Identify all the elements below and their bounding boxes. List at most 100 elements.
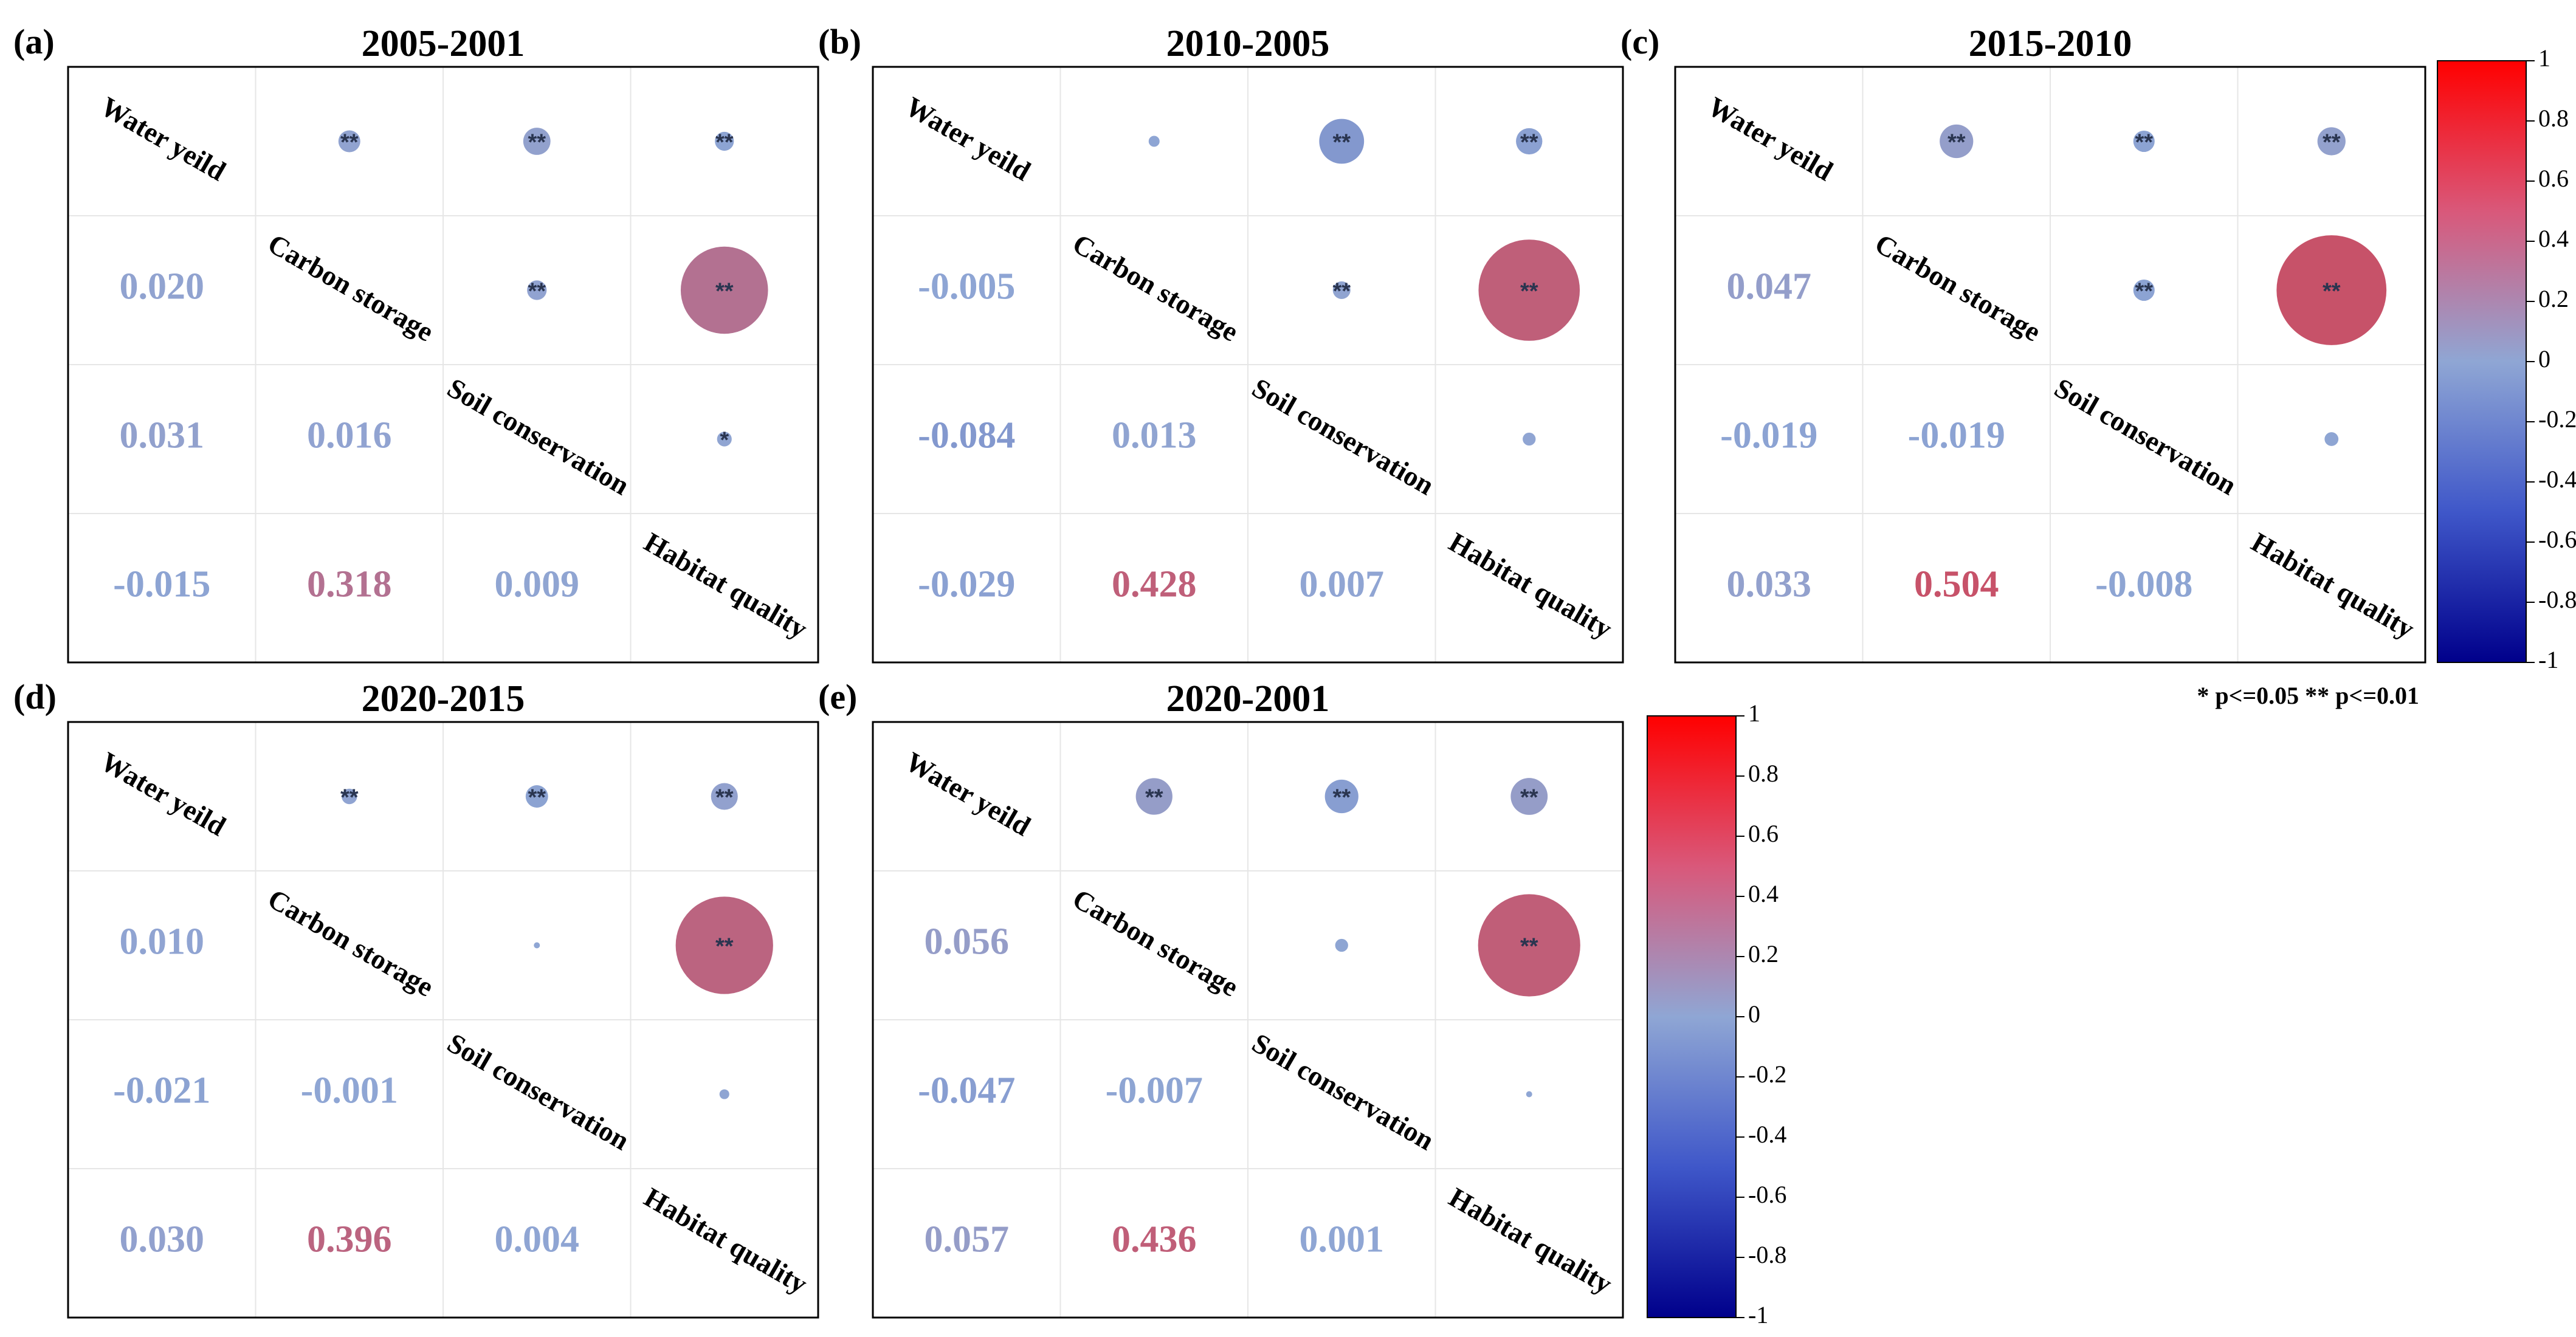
correlation-circle (1516, 128, 1543, 155)
significance-marker: ** (1145, 785, 1163, 811)
panel-letter: (b) (818, 22, 861, 61)
correlation-circle (1478, 894, 1580, 997)
variable-label: Habitat quality (2246, 526, 2420, 644)
coefficient-label: -0.001 (301, 1070, 398, 1112)
significance-marker: ** (1520, 934, 1538, 960)
variable-label: Carbon storage (263, 883, 439, 1003)
variable-label: Soil conservation (1247, 372, 1439, 501)
variable-label: Soil conservation (1247, 1027, 1439, 1156)
panel-letter: (a) (13, 22, 55, 61)
variable-label: Habitat quality (639, 526, 813, 644)
panel-frame (872, 721, 1624, 1319)
coefficient-label: 0.004 (495, 1219, 580, 1260)
variable-label: Water yeild (900, 746, 1036, 842)
colorbar-tick-label: -0.4 (1748, 1121, 1786, 1148)
colorbar-tick-label: 0.2 (2538, 285, 2569, 312)
colorbar-tick-label: 0 (1748, 1000, 1760, 1028)
coefficient-label: -0.084 (918, 415, 1015, 456)
coefficient-label: 0.007 (1300, 564, 1385, 605)
colorbar: 1 0.8 0.6 0.4 0.2 0 -0.2 -0.4 -0.6 -0.8 -1 (1647, 699, 1786, 1328)
panel-letter: (c) (1620, 22, 1659, 61)
significance-marker: ** (528, 279, 546, 304)
variable-label: Carbon storage (263, 228, 439, 348)
panel-frame (67, 721, 819, 1319)
coefficient-label: -0.019 (1720, 415, 1817, 456)
colorbar-tick-label: 1 (2538, 44, 2550, 72)
significance-marker: ** (1332, 279, 1351, 304)
correlation-circle (1319, 119, 1365, 164)
correlation-circle (1940, 124, 1974, 159)
colorbar-tick-label: -0.2 (2538, 405, 2576, 433)
correlation-circle (1478, 239, 1580, 341)
variable-label: Carbon storage (1067, 883, 1244, 1003)
correlation-circle (715, 131, 734, 151)
significance-marker: ** (528, 130, 546, 156)
panel-b: (b) 2010-2005 Water yeild Carbon storageSoi… (818, 22, 1624, 664)
variable-label: Habitat quality (639, 1181, 813, 1299)
coefficient-label: 0.010 (120, 921, 205, 963)
correlation-circle (717, 431, 732, 447)
correlation-circle (527, 280, 547, 300)
colorbar-tick-label: -0.6 (1748, 1181, 1786, 1208)
significance-marker: ** (1520, 785, 1538, 811)
significance-marker: ** (1332, 130, 1351, 156)
significance-marker: ** (1520, 130, 1538, 156)
colorbar-tick-label: -0.4 (2538, 466, 2576, 493)
colorbar-tick-label: -0.2 (1748, 1060, 1786, 1088)
coefficient-label: -0.005 (918, 266, 1015, 308)
colorbar-tick-label: 0 (2538, 345, 2550, 373)
panel-frame (872, 66, 1624, 664)
correlation-circle (342, 788, 357, 805)
coefficient-label: 0.428 (1112, 564, 1197, 605)
variable-label: Soil conservation (2049, 372, 2242, 501)
colorbar-tick-label: 0.4 (2538, 225, 2569, 252)
coefficient-label: -0.047 (918, 1070, 1015, 1112)
panel-letter: (d) (13, 677, 57, 717)
significance-marker: * (720, 428, 729, 453)
significance-marker: ** (715, 785, 734, 811)
panel-frame (1674, 66, 2426, 664)
significance-marker: ** (715, 130, 734, 156)
panel-frame (67, 66, 819, 664)
variable-label: Soil conservation (442, 372, 635, 501)
colorbar-tick-label: -0.6 (2538, 526, 2576, 553)
correlation-circle (711, 783, 738, 810)
panel-a: (a) 2005-2001 Water yeild Carbon storageSoi… (13, 22, 819, 664)
significance-marker: ** (340, 130, 359, 156)
coefficient-label: -0.008 (2095, 564, 2192, 605)
coefficient-label: 0.030 (120, 1219, 205, 1260)
colorbar-tick-label: 0.2 (1748, 940, 1779, 968)
colorbar-tick-label: 0.8 (1748, 760, 1779, 787)
significance-marker: ** (2135, 279, 2153, 304)
variable-label: Carbon storage (1870, 228, 2046, 348)
significance-marker: ** (340, 785, 359, 811)
colorbar-gradient (1647, 715, 1737, 1318)
correlation-circle (1526, 1091, 1532, 1098)
coefficient-label: -0.021 (113, 1070, 210, 1112)
coefficient-label: 0.318 (307, 564, 392, 605)
panel-title: 2005-2001 (362, 23, 525, 64)
correlation-circle (1135, 778, 1173, 815)
colorbar: 1 0.8 0.6 0.4 0.2 0 -0.2 -0.4 -0.6 -0.8 -1 (2437, 44, 2576, 673)
coefficient-label: 0.031 (120, 415, 205, 456)
coefficient-label: -0.007 (1106, 1070, 1203, 1112)
correlation-circle (1332, 281, 1351, 300)
panel-title: 2020-2001 (1166, 678, 1330, 720)
coefficient-label: -0.019 (1908, 415, 2005, 456)
panel-title: 2010-2005 (1166, 23, 1330, 64)
panel-title: 2015-2010 (1969, 23, 2132, 64)
coefficient-label: 0.009 (495, 564, 580, 605)
correlation-circle (523, 128, 551, 155)
significance-legend: * p<=0.05 ** p<=0.01 (2197, 682, 2419, 709)
coefficient-label: 0.033 (1727, 564, 1812, 605)
colorbar-tick-label: -1 (1748, 1301, 1768, 1328)
variable-label: Water yeild (900, 91, 1036, 187)
colorbar-tick-label: -0.8 (2538, 586, 2576, 613)
correlation-circle (1335, 938, 1348, 952)
correlation-circle (2276, 235, 2387, 345)
correlation-circle (2317, 127, 2346, 156)
variable-label: Water yeild (95, 746, 231, 842)
coefficient-label: 0.016 (307, 415, 392, 456)
correlation-circle (675, 896, 773, 994)
panel-d: (d) 2020-2015 Water yeild Carbon storageSoi… (13, 677, 819, 1319)
